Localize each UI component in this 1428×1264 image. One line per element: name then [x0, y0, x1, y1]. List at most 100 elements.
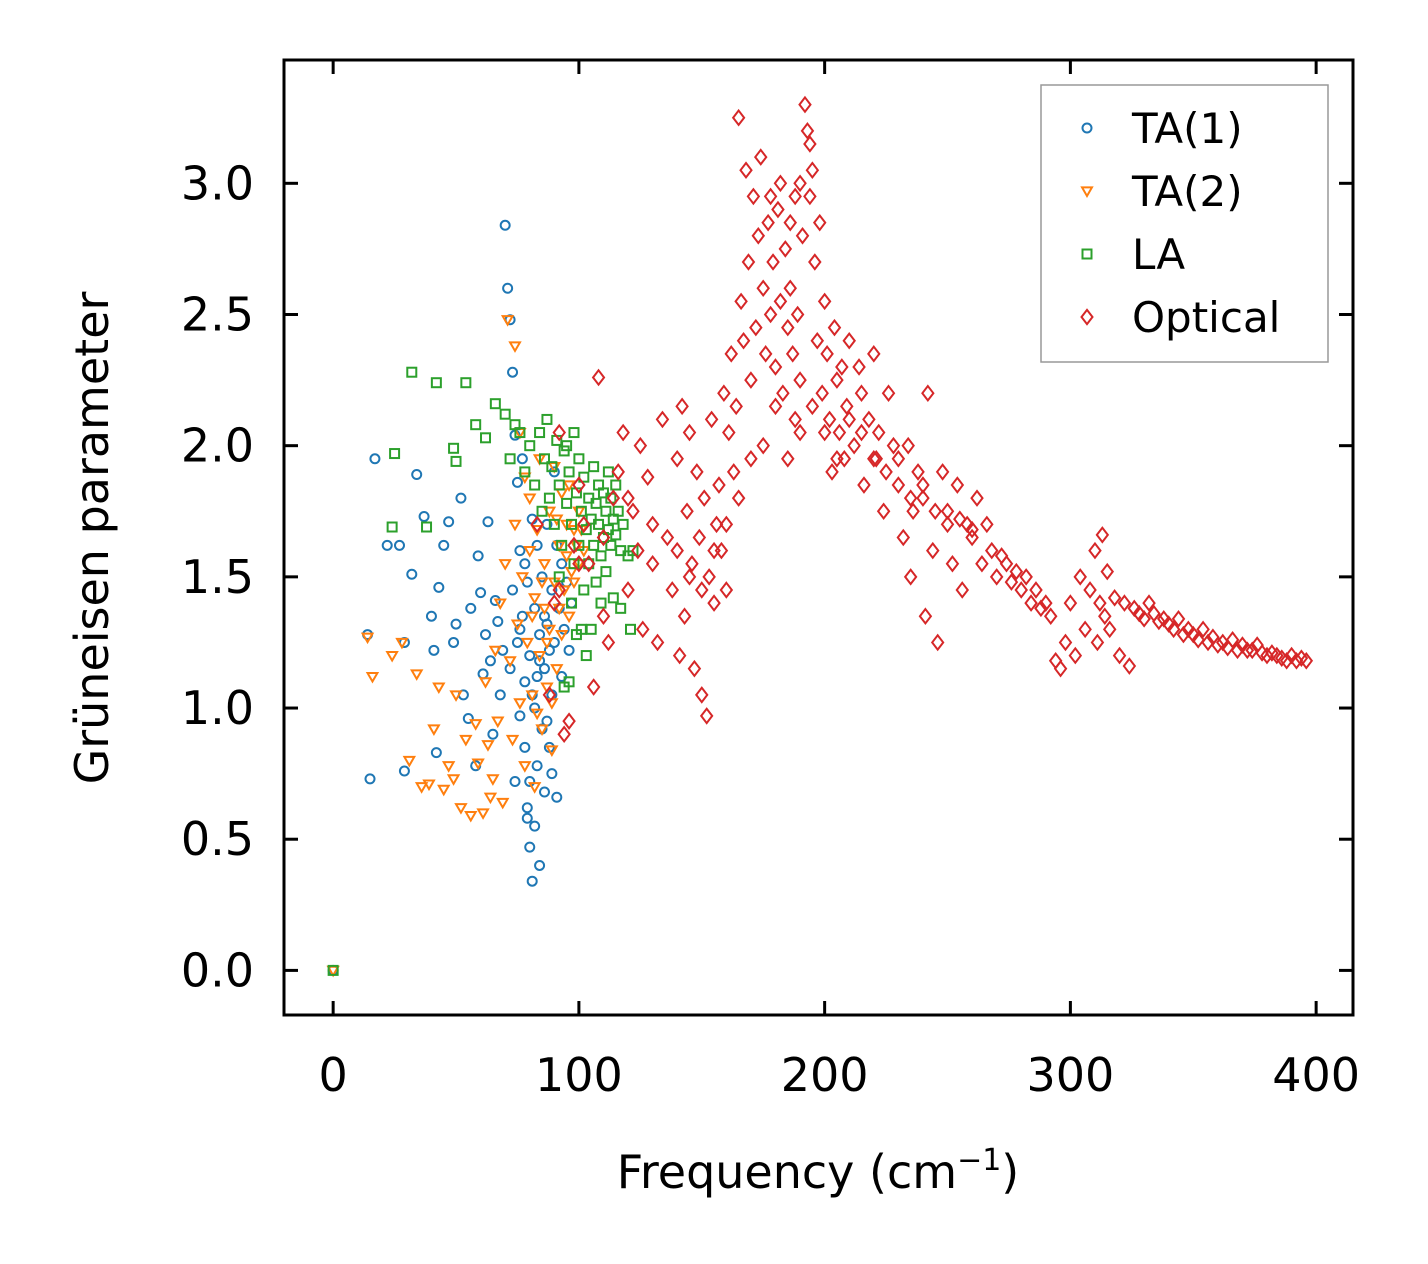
data-point	[595, 597, 607, 609]
data-point	[805, 397, 820, 416]
y-tick-label: 2.5	[181, 287, 254, 341]
data-point	[327, 964, 339, 976]
data-point	[567, 577, 581, 590]
data-point	[906, 502, 920, 521]
data-point	[406, 568, 418, 580]
data-point	[437, 784, 451, 797]
data-point	[500, 315, 515, 327]
data-point	[975, 554, 989, 573]
data-point	[468, 719, 483, 731]
data-point	[697, 489, 711, 507]
data-point	[448, 442, 460, 454]
data-point	[606, 489, 621, 507]
data-point	[588, 461, 600, 473]
data-point	[1211, 636, 1225, 654]
data-point	[776, 384, 790, 402]
data-point	[1230, 641, 1245, 660]
data-point	[530, 525, 544, 537]
data-point	[731, 489, 746, 507]
data-point	[556, 539, 568, 551]
data-point	[580, 650, 592, 662]
data-point	[508, 341, 522, 353]
data-point	[881, 384, 896, 402]
data-point	[953, 510, 967, 528]
data-point	[491, 716, 505, 729]
data-point	[566, 597, 578, 609]
data-point	[526, 875, 538, 887]
x-axis-label-superscript: −1	[957, 1143, 1001, 1178]
data-point	[766, 253, 780, 271]
data-point	[545, 745, 559, 757]
legend-label: TA(1)	[1131, 104, 1243, 153]
data-point	[596, 528, 611, 547]
data-point	[365, 671, 380, 684]
data-point	[640, 468, 655, 486]
data-point	[402, 755, 417, 768]
data-point	[773, 292, 788, 311]
data-point	[524, 841, 536, 853]
data-point	[891, 476, 906, 494]
data-point	[940, 515, 955, 534]
data-point	[989, 568, 1004, 586]
data-point	[1279, 652, 1294, 670]
data-point	[611, 463, 625, 481]
data-point	[563, 676, 575, 688]
data-point	[482, 516, 494, 528]
data-point	[524, 440, 536, 452]
data-point	[1201, 633, 1215, 652]
data-point	[1117, 594, 1132, 612]
data-point	[682, 423, 697, 442]
legend-label: TA(2)	[1131, 167, 1243, 216]
data-point	[414, 782, 429, 794]
data-point	[535, 577, 549, 590]
data-point	[493, 598, 507, 611]
data-point	[591, 368, 606, 387]
data-point	[768, 358, 783, 376]
data-point	[433, 581, 445, 593]
data-point	[524, 775, 536, 787]
data-point	[600, 505, 612, 517]
data-point	[746, 187, 761, 206]
data-point	[916, 476, 930, 494]
data-point	[781, 318, 795, 337]
data-point	[562, 480, 576, 492]
data-point	[692, 528, 707, 547]
data-point	[386, 521, 398, 533]
data-point	[901, 436, 915, 455]
data-point	[454, 803, 468, 815]
data-point	[984, 541, 999, 560]
y-tick-label: 2.0	[181, 419, 254, 473]
data-point	[928, 502, 942, 521]
data-point	[680, 502, 694, 521]
data-point	[842, 331, 856, 350]
data-point	[443, 516, 455, 528]
data-point	[793, 423, 807, 442]
data-point	[690, 463, 704, 481]
data-point	[577, 515, 591, 534]
data-point	[803, 187, 817, 206]
data-point	[525, 690, 539, 702]
data-point	[590, 497, 602, 509]
data-point	[1014, 581, 1029, 599]
data-point	[464, 811, 478, 823]
legend: TA(1) TA(2) LA Optical	[1040, 84, 1329, 363]
data-point	[631, 541, 645, 560]
data-point	[499, 219, 511, 231]
data-point	[1058, 633, 1073, 652]
data-point	[1090, 633, 1105, 652]
data-point	[507, 584, 519, 596]
data-point	[935, 463, 950, 481]
data-point	[507, 366, 519, 378]
data-point	[562, 712, 576, 730]
data-point	[525, 611, 539, 624]
data-point	[717, 384, 731, 402]
legend-marker	[1081, 122, 1093, 134]
data-point	[534, 427, 546, 439]
data-point	[670, 541, 684, 560]
data-point	[778, 240, 793, 258]
data-point	[773, 174, 788, 193]
data-point	[741, 253, 756, 271]
x-axis-label: Frequency (cm−1)	[617, 1143, 1020, 1199]
data-point	[822, 410, 837, 429]
y-tick-label: 1.0	[181, 681, 254, 735]
